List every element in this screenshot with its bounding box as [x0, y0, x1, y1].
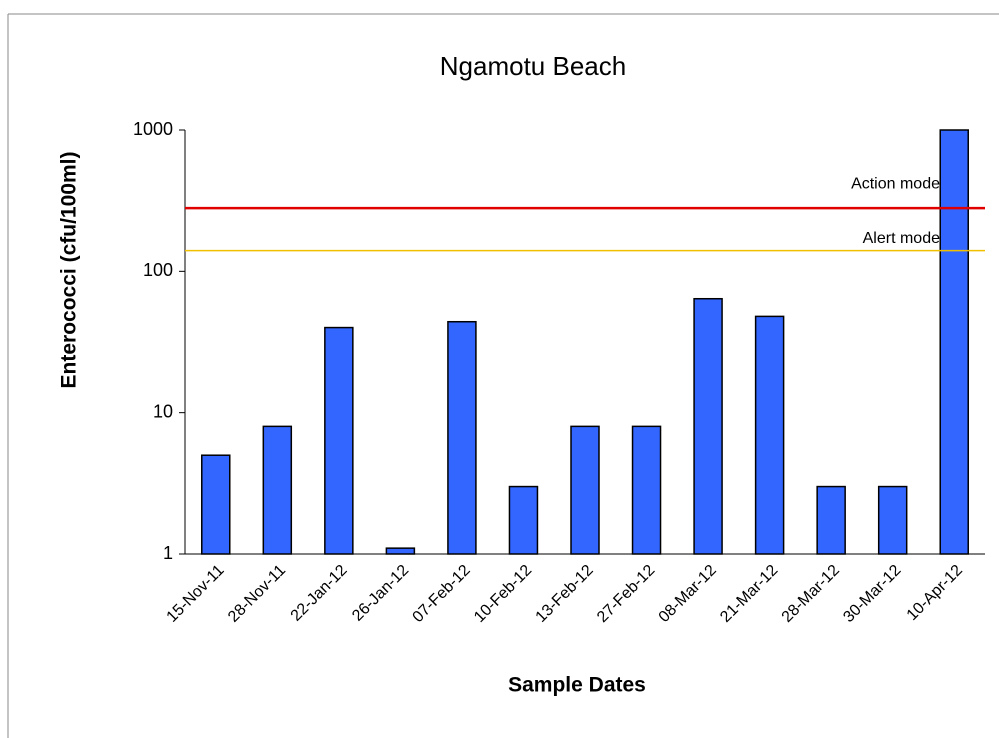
x-axis-label: Sample Dates — [508, 674, 646, 697]
bar — [201, 454, 231, 555]
x-tick-label: 28-Nov-11 — [225, 562, 289, 626]
bar — [631, 425, 662, 555]
bar — [570, 425, 600, 555]
bar — [939, 129, 969, 555]
bar — [262, 425, 293, 555]
bar — [324, 326, 354, 555]
x-tick-label: 26-Jan-12 — [349, 562, 412, 625]
x-tick-label: 22-Jan-12 — [288, 562, 351, 625]
y-tick-label: 1000 — [133, 119, 173, 139]
bar — [385, 547, 416, 555]
reference-label: Alert mode — [863, 230, 940, 247]
x-tick-label: 27-Feb-12 — [594, 562, 658, 626]
y-tick-label: 1 — [163, 543, 173, 563]
y-axis-label: Enterococci (cfu/100ml) — [58, 152, 81, 389]
bar — [447, 320, 477, 555]
x-tick-label: 10-Feb-12 — [471, 562, 535, 626]
x-tick-label: 10-Apr-12 — [904, 562, 966, 624]
y-tick-label: 10 — [153, 401, 173, 421]
x-tick-label: 21-Mar-12 — [717, 562, 781, 626]
x-tick-label: 15-Nov-11 — [164, 562, 228, 626]
bar — [816, 485, 846, 555]
x-tick-label: 13-Feb-12 — [533, 562, 597, 626]
chart-title: Ngamotu Beach — [440, 51, 626, 81]
bar — [693, 297, 723, 555]
x-tick-label: 30-Mar-12 — [840, 562, 904, 626]
bar — [754, 315, 785, 555]
reference-label: Action mode — [851, 175, 940, 192]
bar — [508, 485, 539, 555]
bar — [877, 485, 908, 555]
x-tick-label: 08-Mar-12 — [656, 562, 720, 626]
x-tick-label: 28-Mar-12 — [779, 562, 843, 626]
x-tick-label: 07-Feb-12 — [410, 562, 474, 626]
y-tick-label: 100 — [143, 260, 173, 280]
